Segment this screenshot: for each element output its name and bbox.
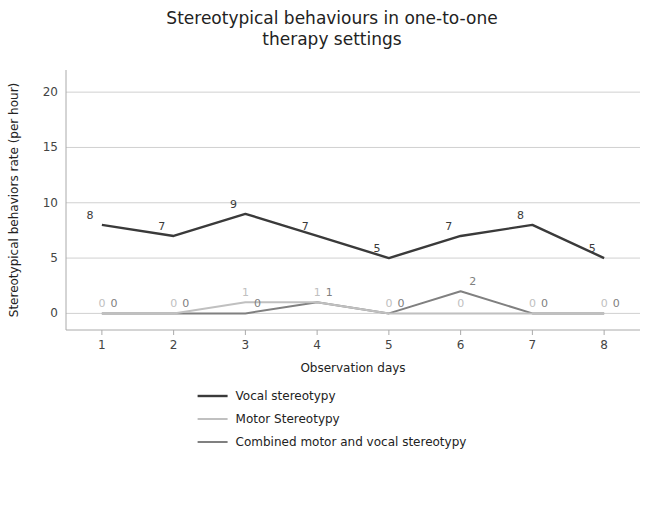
chart: Stereotypical behaviours in one-to-oneth…	[0, 0, 664, 505]
data-label: 2	[469, 275, 476, 288]
y-tick-label: 15	[43, 140, 58, 154]
x-tick-label: 4	[313, 338, 321, 352]
data-label: 7	[445, 220, 452, 233]
x-tick-label: 7	[529, 338, 537, 352]
x-axis-line	[66, 330, 640, 331]
data-label: 0	[397, 297, 404, 310]
y-axis-line	[66, 70, 67, 330]
grid-line	[66, 258, 640, 259]
data-label: 0	[182, 297, 189, 310]
title-line: Stereotypical behaviours in one-to-one	[166, 8, 497, 28]
data-label: 0	[613, 297, 620, 310]
data-label: 0	[385, 297, 392, 310]
data-labels: 879757850011000000010200	[86, 198, 619, 311]
data-label: 0	[110, 297, 117, 310]
series-line	[102, 214, 604, 258]
y-tick-label: 0	[50, 306, 58, 320]
x-tick	[173, 330, 174, 335]
grid	[66, 92, 640, 313]
x-tick	[604, 330, 605, 335]
legend-swatch	[198, 418, 228, 420]
grid-line	[66, 202, 640, 203]
title: Stereotypical behaviours in one-to-oneth…	[166, 8, 497, 49]
data-label: 1	[326, 286, 333, 299]
y-tick-label: 10	[43, 196, 58, 210]
series-line	[102, 291, 604, 313]
x-tick	[317, 330, 318, 335]
data-label: 0	[254, 297, 261, 310]
x-tick-label: 3	[242, 338, 250, 352]
legend-label: Vocal stereotypy	[236, 389, 336, 403]
x-tick-label: 1	[98, 338, 106, 352]
data-label: 7	[158, 220, 165, 233]
data-label: 5	[589, 242, 596, 255]
data-label: 0	[541, 297, 548, 310]
title-line: therapy settings	[262, 29, 401, 49]
data-label: 0	[457, 297, 464, 310]
data-label: 7	[302, 220, 309, 233]
x-tick	[101, 330, 102, 335]
x-tick	[245, 330, 246, 335]
x-tick-label: 8	[600, 338, 608, 352]
legend: Vocal stereotypy Motor Stereotypy Combined…	[198, 389, 467, 449]
grid-line	[66, 147, 640, 148]
x-tick-label: 6	[457, 338, 465, 352]
data-label: 9	[230, 198, 237, 211]
y-tick-label: 5	[50, 251, 58, 265]
x-tick-label: 5	[385, 338, 393, 352]
grid-line	[66, 92, 640, 93]
data-label: 5	[373, 242, 380, 255]
x-tick	[532, 330, 533, 335]
legend-swatch	[198, 395, 228, 397]
data-label: 8	[517, 209, 524, 222]
legend-swatch	[198, 441, 228, 443]
lines	[102, 214, 604, 314]
y-tick-label: 20	[43, 85, 58, 99]
y-axis-label: Stereotypical behaviors rate (per hour)	[7, 83, 21, 317]
data-label: 1	[314, 286, 321, 299]
data-label: 0	[98, 297, 105, 310]
data-label: 0	[601, 297, 608, 310]
x-tick-label: 2	[170, 338, 178, 352]
data-label: 0	[529, 297, 536, 310]
data-label: 0	[170, 297, 177, 310]
x-tick	[460, 330, 461, 335]
legend-label: Combined motor and vocal stereotypy	[236, 435, 467, 449]
data-label: 1	[242, 286, 249, 299]
data-label: 8	[86, 209, 93, 222]
x-axis-label: Observation days	[300, 361, 405, 375]
legend-label: Motor Stereotypy	[236, 412, 340, 426]
x-tick	[388, 330, 389, 335]
